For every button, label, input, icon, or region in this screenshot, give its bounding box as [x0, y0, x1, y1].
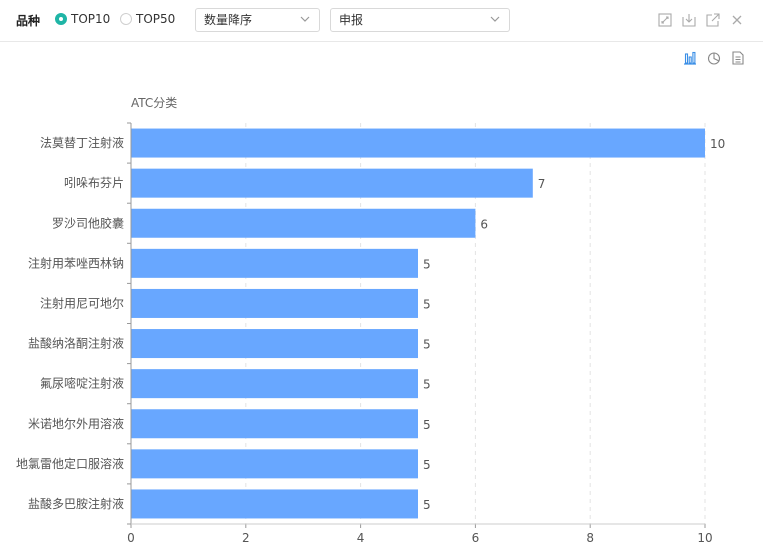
bar-value-label: 10	[710, 137, 725, 151]
category-label: 地氯雷他定口服溶液	[16, 456, 124, 471]
bar[interactable]	[131, 168, 533, 198]
bar-value-label: 7	[538, 177, 546, 191]
sort-select-value: 数量降序	[204, 13, 253, 27]
x-tick-label: 0	[127, 531, 135, 545]
radio-top50-label: TOP50	[136, 12, 176, 26]
toolbar: 品种 TOP10 TOP50 数量降序 申报	[0, 0, 763, 42]
bar-value-label: 5	[423, 297, 431, 311]
expand-icon[interactable]	[658, 13, 672, 27]
category-label: 注射用尼可地尔	[40, 295, 124, 310]
download-icon[interactable]	[682, 13, 696, 27]
bar[interactable]	[131, 208, 476, 238]
category-label: 米诺地尔外用溶液	[28, 416, 124, 431]
x-tick-label: 10	[697, 531, 712, 545]
type-select-value: 申报	[339, 13, 364, 27]
radio-top10[interactable]: TOP10	[55, 12, 110, 26]
y-axis-title: ATC分类	[131, 96, 177, 110]
document-icon[interactable]	[731, 51, 745, 65]
bar[interactable]	[131, 409, 418, 439]
radio-unchecked-icon	[120, 13, 132, 25]
x-tick-label: 6	[472, 531, 480, 545]
category-label: 罗沙司他胶囊	[52, 215, 124, 230]
x-tick-label: 4	[357, 531, 365, 545]
bar-value-label: 5	[423, 458, 431, 472]
bar-value-label: 5	[423, 418, 431, 432]
bar[interactable]	[131, 489, 418, 519]
bar[interactable]	[131, 248, 418, 278]
bar-value-label: 5	[423, 338, 431, 352]
bar[interactable]	[131, 369, 418, 399]
category-label: 法莫替丁注射液	[40, 135, 124, 150]
x-tick-label: 8	[586, 531, 594, 545]
bar-chart-icon[interactable]	[683, 51, 697, 65]
category-label: 注射用苯唑西林钠	[28, 255, 124, 270]
bar[interactable]	[131, 449, 418, 479]
x-tick-label: 2	[242, 531, 250, 545]
bar-value-label: 6	[480, 217, 488, 231]
category-label: 盐酸多巴胺注射液	[28, 496, 124, 511]
bar[interactable]	[131, 128, 705, 158]
bar-value-label: 5	[423, 257, 431, 271]
radio-top50[interactable]: TOP50	[120, 12, 175, 26]
type-select[interactable]: 申报	[330, 8, 510, 32]
sort-select[interactable]: 数量降序	[195, 8, 320, 32]
chevron-down-icon	[490, 16, 500, 22]
bar-value-label: 5	[423, 378, 431, 392]
radio-checked-icon	[55, 13, 67, 25]
bar-value-label: 5	[423, 498, 431, 512]
bar[interactable]	[131, 288, 418, 318]
category-label: 盐酸纳洛酮注射液	[28, 336, 124, 351]
chevron-down-icon	[300, 16, 310, 22]
pie-chart-icon[interactable]	[707, 51, 721, 65]
filter-title: 品种	[16, 14, 41, 28]
category-label: 吲哚布芬片	[64, 176, 124, 190]
external-link-icon[interactable]	[706, 13, 720, 27]
bar[interactable]	[131, 329, 418, 359]
category-label: 氟尿嘧啶注射液	[40, 376, 124, 391]
radio-top10-label: TOP10	[71, 12, 111, 26]
close-icon[interactable]	[730, 13, 744, 27]
